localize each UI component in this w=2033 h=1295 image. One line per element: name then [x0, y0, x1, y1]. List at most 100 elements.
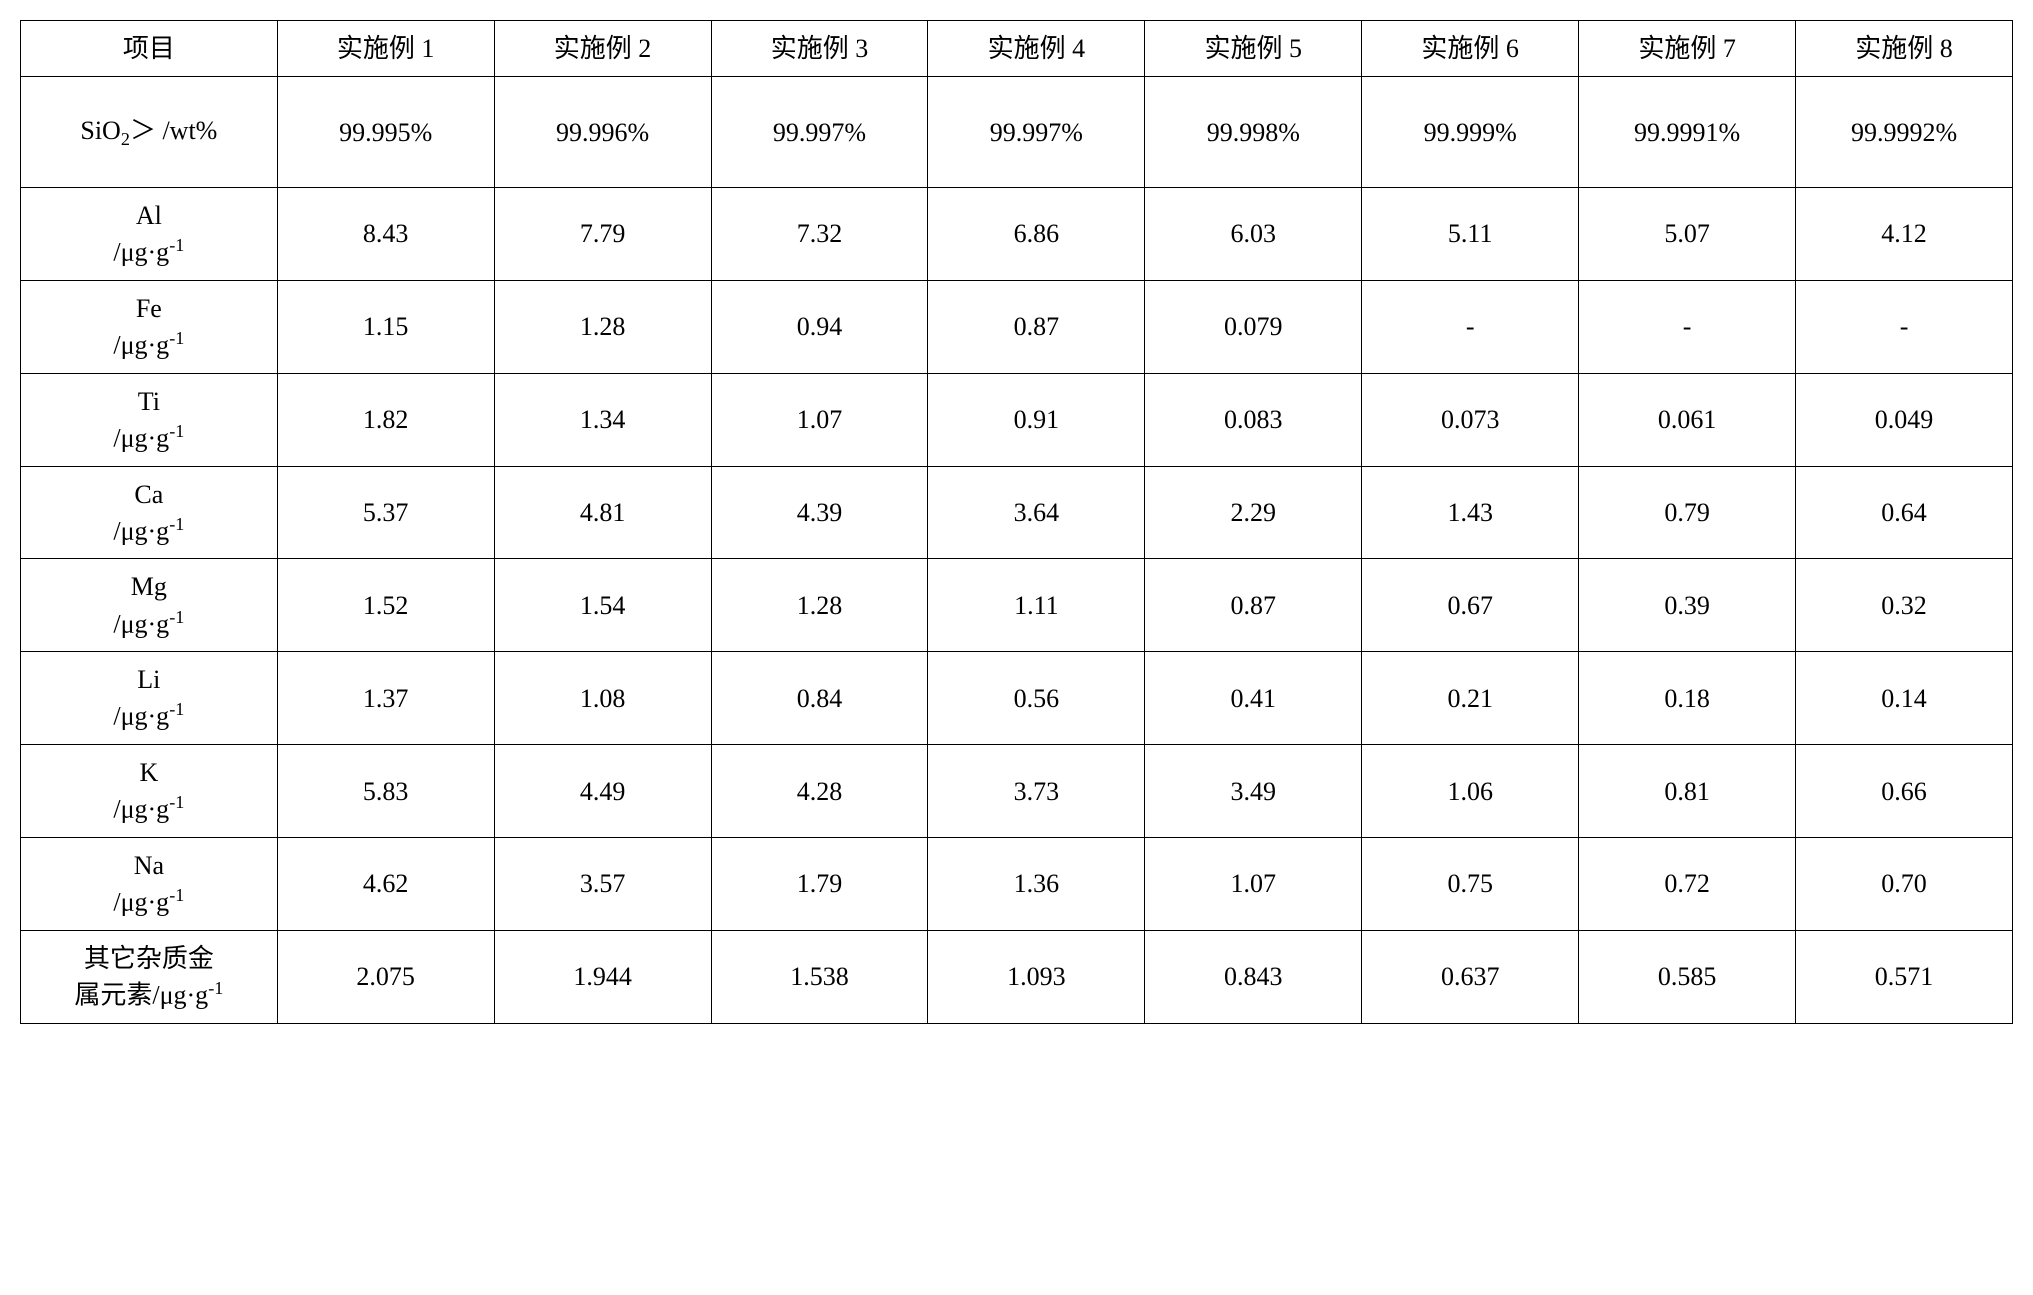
- cell: 1.538: [711, 930, 928, 1023]
- cell: 0.14: [1796, 652, 2013, 745]
- cell: 1.06: [1362, 745, 1579, 838]
- cell: 4.39: [711, 466, 928, 559]
- cell: 0.571: [1796, 930, 2013, 1023]
- cell: 0.083: [1145, 373, 1362, 466]
- cell: 0.21: [1362, 652, 1579, 745]
- cell: 5.11: [1362, 188, 1579, 281]
- cell: 0.585: [1579, 930, 1796, 1023]
- cell: 0.84: [711, 652, 928, 745]
- cell: 4.28: [711, 745, 928, 838]
- row-header-sio2: SiO2＞ /wt%: [21, 77, 278, 188]
- cell: 5.37: [277, 466, 494, 559]
- cell: 1.36: [928, 838, 1145, 931]
- cell: 3.64: [928, 466, 1145, 559]
- cell: 0.32: [1796, 559, 2013, 652]
- cell: 1.79: [711, 838, 928, 931]
- col-header-ex2: 实施例 2: [494, 21, 711, 77]
- cell: 0.66: [1796, 745, 2013, 838]
- table-header-row: 项目 实施例 1 实施例 2 实施例 3 实施例 4 实施例 5 实施例 6 实…: [21, 21, 2013, 77]
- table-row: Mg/μg·g-1 1.52 1.54 1.28 1.11 0.87 0.67 …: [21, 559, 2013, 652]
- cell: 1.28: [494, 280, 711, 373]
- cell: 0.079: [1145, 280, 1362, 373]
- cell: 1.43: [1362, 466, 1579, 559]
- col-header-ex7: 实施例 7: [1579, 21, 1796, 77]
- cell: 0.81: [1579, 745, 1796, 838]
- cell: 3.49: [1145, 745, 1362, 838]
- cell: 4.62: [277, 838, 494, 931]
- table-row: 其它杂质金属元素/μg·g-1 2.075 1.944 1.538 1.093 …: [21, 930, 2013, 1023]
- table-row: SiO2＞ /wt% 99.995% 99.996% 99.997% 99.99…: [21, 77, 2013, 188]
- cell: 0.18: [1579, 652, 1796, 745]
- cell: 1.82: [277, 373, 494, 466]
- row-header-ti: Ti/μg·g-1: [21, 373, 278, 466]
- col-header-ex8: 实施例 8: [1796, 21, 2013, 77]
- cell: 1.52: [277, 559, 494, 652]
- cell: 99.997%: [711, 77, 928, 188]
- cell: 4.81: [494, 466, 711, 559]
- cell: 5.83: [277, 745, 494, 838]
- cell: 1.28: [711, 559, 928, 652]
- cell: 0.67: [1362, 559, 1579, 652]
- cell: 6.03: [1145, 188, 1362, 281]
- table-row: Li/μg·g-1 1.37 1.08 0.84 0.56 0.41 0.21 …: [21, 652, 2013, 745]
- cell: -: [1362, 280, 1579, 373]
- cell: 0.70: [1796, 838, 2013, 931]
- row-header-other-impurities: 其它杂质金属元素/μg·g-1: [21, 930, 278, 1023]
- cell: 0.94: [711, 280, 928, 373]
- table-row: Na/μg·g-1 4.62 3.57 1.79 1.36 1.07 0.75 …: [21, 838, 2013, 931]
- row-header-al: Al/μg·g-1: [21, 188, 278, 281]
- cell: 0.72: [1579, 838, 1796, 931]
- table-row: Ti/μg·g-1 1.82 1.34 1.07 0.91 0.083 0.07…: [21, 373, 2013, 466]
- cell: 4.12: [1796, 188, 2013, 281]
- cell: 99.9991%: [1579, 77, 1796, 188]
- cell: 8.43: [277, 188, 494, 281]
- col-header-ex6: 实施例 6: [1362, 21, 1579, 77]
- cell: 7.79: [494, 188, 711, 281]
- cell: 4.49: [494, 745, 711, 838]
- cell: 2.075: [277, 930, 494, 1023]
- cell: 6.86: [928, 188, 1145, 281]
- cell: -: [1796, 280, 2013, 373]
- cell: 99.995%: [277, 77, 494, 188]
- row-header-k: K/μg·g-1: [21, 745, 278, 838]
- table-row: Fe/μg·g-1 1.15 1.28 0.94 0.87 0.079 - - …: [21, 280, 2013, 373]
- cell: 0.637: [1362, 930, 1579, 1023]
- cell: 0.87: [928, 280, 1145, 373]
- cell: 2.29: [1145, 466, 1362, 559]
- cell: 99.999%: [1362, 77, 1579, 188]
- cell: 0.56: [928, 652, 1145, 745]
- col-header-ex3: 实施例 3: [711, 21, 928, 77]
- cell: 1.08: [494, 652, 711, 745]
- cell: -: [1579, 280, 1796, 373]
- cell: 0.87: [1145, 559, 1362, 652]
- cell: 0.41: [1145, 652, 1362, 745]
- row-header-fe: Fe/μg·g-1: [21, 280, 278, 373]
- cell: 0.049: [1796, 373, 2013, 466]
- col-header-ex4: 实施例 4: [928, 21, 1145, 77]
- cell: 99.9992%: [1796, 77, 2013, 188]
- cell: 99.997%: [928, 77, 1145, 188]
- table-row: Ca/μg·g-1 5.37 4.81 4.39 3.64 2.29 1.43 …: [21, 466, 2013, 559]
- row-header-li: Li/μg·g-1: [21, 652, 278, 745]
- cell: 0.64: [1796, 466, 2013, 559]
- cell: 0.843: [1145, 930, 1362, 1023]
- cell: 0.061: [1579, 373, 1796, 466]
- table-row: K/μg·g-1 5.83 4.49 4.28 3.73 3.49 1.06 0…: [21, 745, 2013, 838]
- purity-data-table: 项目 实施例 1 实施例 2 实施例 3 实施例 4 实施例 5 实施例 6 实…: [20, 20, 2013, 1024]
- cell: 0.39: [1579, 559, 1796, 652]
- row-header-na: Na/μg·g-1: [21, 838, 278, 931]
- cell: 0.75: [1362, 838, 1579, 931]
- col-header-ex5: 实施例 5: [1145, 21, 1362, 77]
- cell: 1.07: [1145, 838, 1362, 931]
- cell: 0.073: [1362, 373, 1579, 466]
- table-row: Al/μg·g-1 8.43 7.79 7.32 6.86 6.03 5.11 …: [21, 188, 2013, 281]
- cell: 1.54: [494, 559, 711, 652]
- cell: 1.15: [277, 280, 494, 373]
- cell: 0.91: [928, 373, 1145, 466]
- cell: 7.32: [711, 188, 928, 281]
- row-header-mg: Mg/μg·g-1: [21, 559, 278, 652]
- cell: 1.34: [494, 373, 711, 466]
- cell: 3.57: [494, 838, 711, 931]
- col-header-project: 项目: [21, 21, 278, 77]
- cell: 99.996%: [494, 77, 711, 188]
